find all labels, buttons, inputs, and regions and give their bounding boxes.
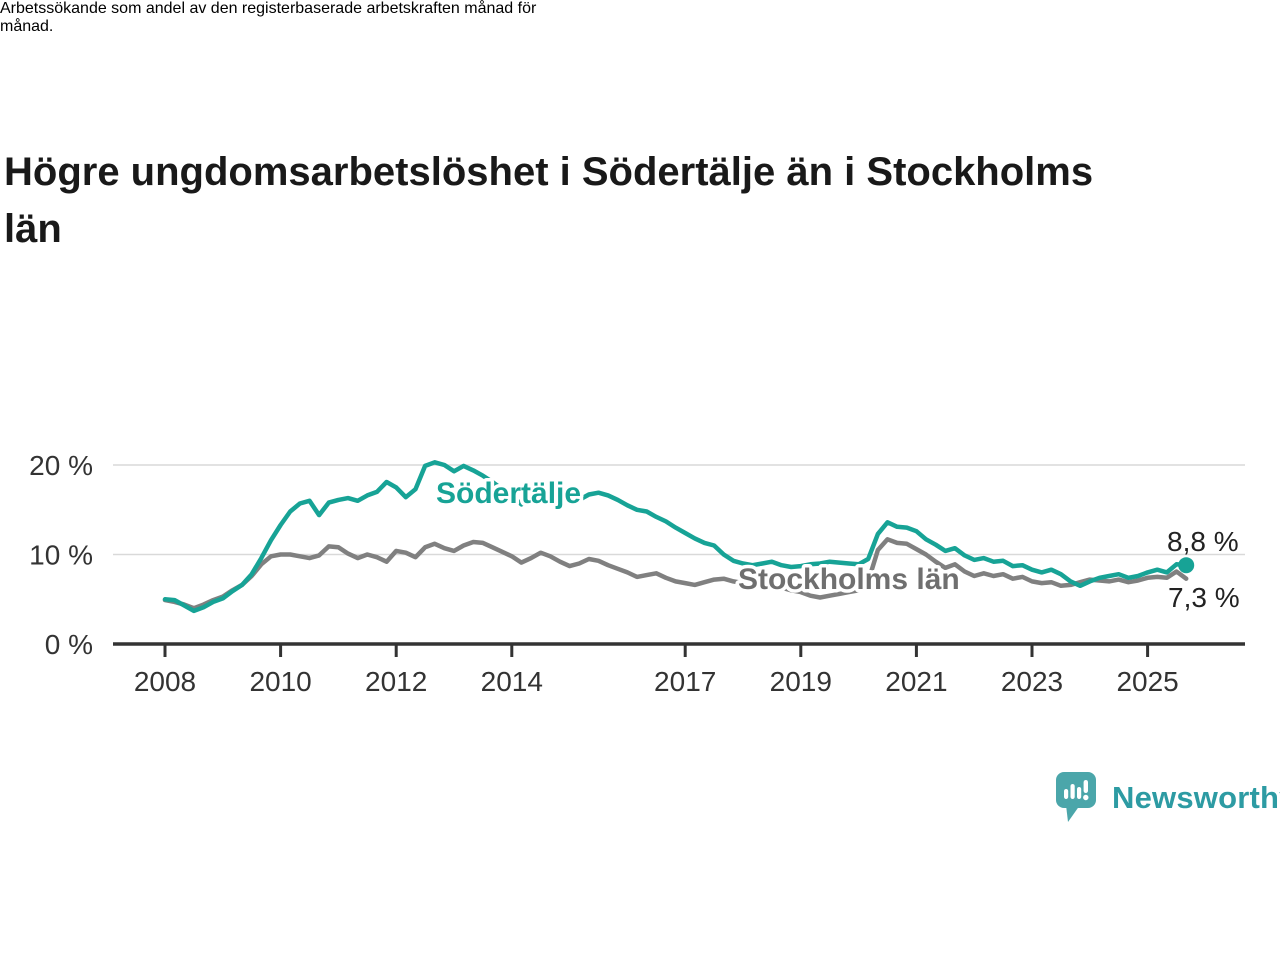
series-line-1 bbox=[162, 460, 1189, 614]
logo-bubble-tail bbox=[1066, 805, 1080, 822]
x-axis-tick-label: 2017 bbox=[654, 666, 716, 697]
x-axis-tick-label: 2014 bbox=[481, 666, 543, 697]
page-subtitle-line-1: Arbetssökande som andel av den registerb… bbox=[0, 0, 537, 17]
x-axis-tick-label: 2008 bbox=[134, 666, 196, 697]
end-dot bbox=[1178, 557, 1195, 574]
x-axis-tick-label: 2021 bbox=[885, 666, 947, 697]
logo-bar-1 bbox=[1064, 789, 1069, 799]
series-label-1: Södertälje bbox=[436, 477, 581, 510]
x-axis-tick-label: 2025 bbox=[1116, 666, 1178, 697]
x-axis-tick-label: 2010 bbox=[249, 666, 311, 697]
page-title-line-2: län bbox=[4, 207, 62, 251]
brand-name: Newsworthy bbox=[1112, 780, 1280, 815]
newsworthy-logo-icon bbox=[1056, 772, 1096, 822]
y-axis-tick-label: 10 % bbox=[29, 540, 93, 571]
x-axis-tick-label: 2023 bbox=[1001, 666, 1063, 697]
end-value-label-1: 8,8 % bbox=[1167, 526, 1239, 557]
logo-bar-3 bbox=[1077, 787, 1082, 799]
logo-bar-2 bbox=[1070, 784, 1075, 799]
logo-exclamation-dot bbox=[1083, 794, 1089, 801]
page-title: Högre ungdomsarbetslöshet i Södertälje ä… bbox=[4, 144, 1266, 258]
series-line-0 bbox=[162, 537, 1189, 611]
x-axis-tick-label: 2012 bbox=[365, 666, 427, 697]
y-axis-tick-label: 20 % bbox=[29, 450, 93, 481]
logo-exclamation-bar bbox=[1083, 780, 1088, 793]
page-subtitle-line-2: månad. bbox=[0, 18, 54, 35]
y-axis-tick-label: 0 % bbox=[45, 629, 93, 660]
page-title-line-1: Högre ungdomsarbetslöshet i Södertälje ä… bbox=[4, 150, 1094, 194]
brand-footer: Newsworthy bbox=[1056, 772, 1280, 824]
end-value-label-0: 7,3 % bbox=[1168, 582, 1240, 613]
logo-bubble bbox=[1056, 772, 1096, 808]
x-axis-tick-label: 2019 bbox=[770, 666, 832, 697]
series-label-0: Stockholms län bbox=[738, 563, 960, 596]
